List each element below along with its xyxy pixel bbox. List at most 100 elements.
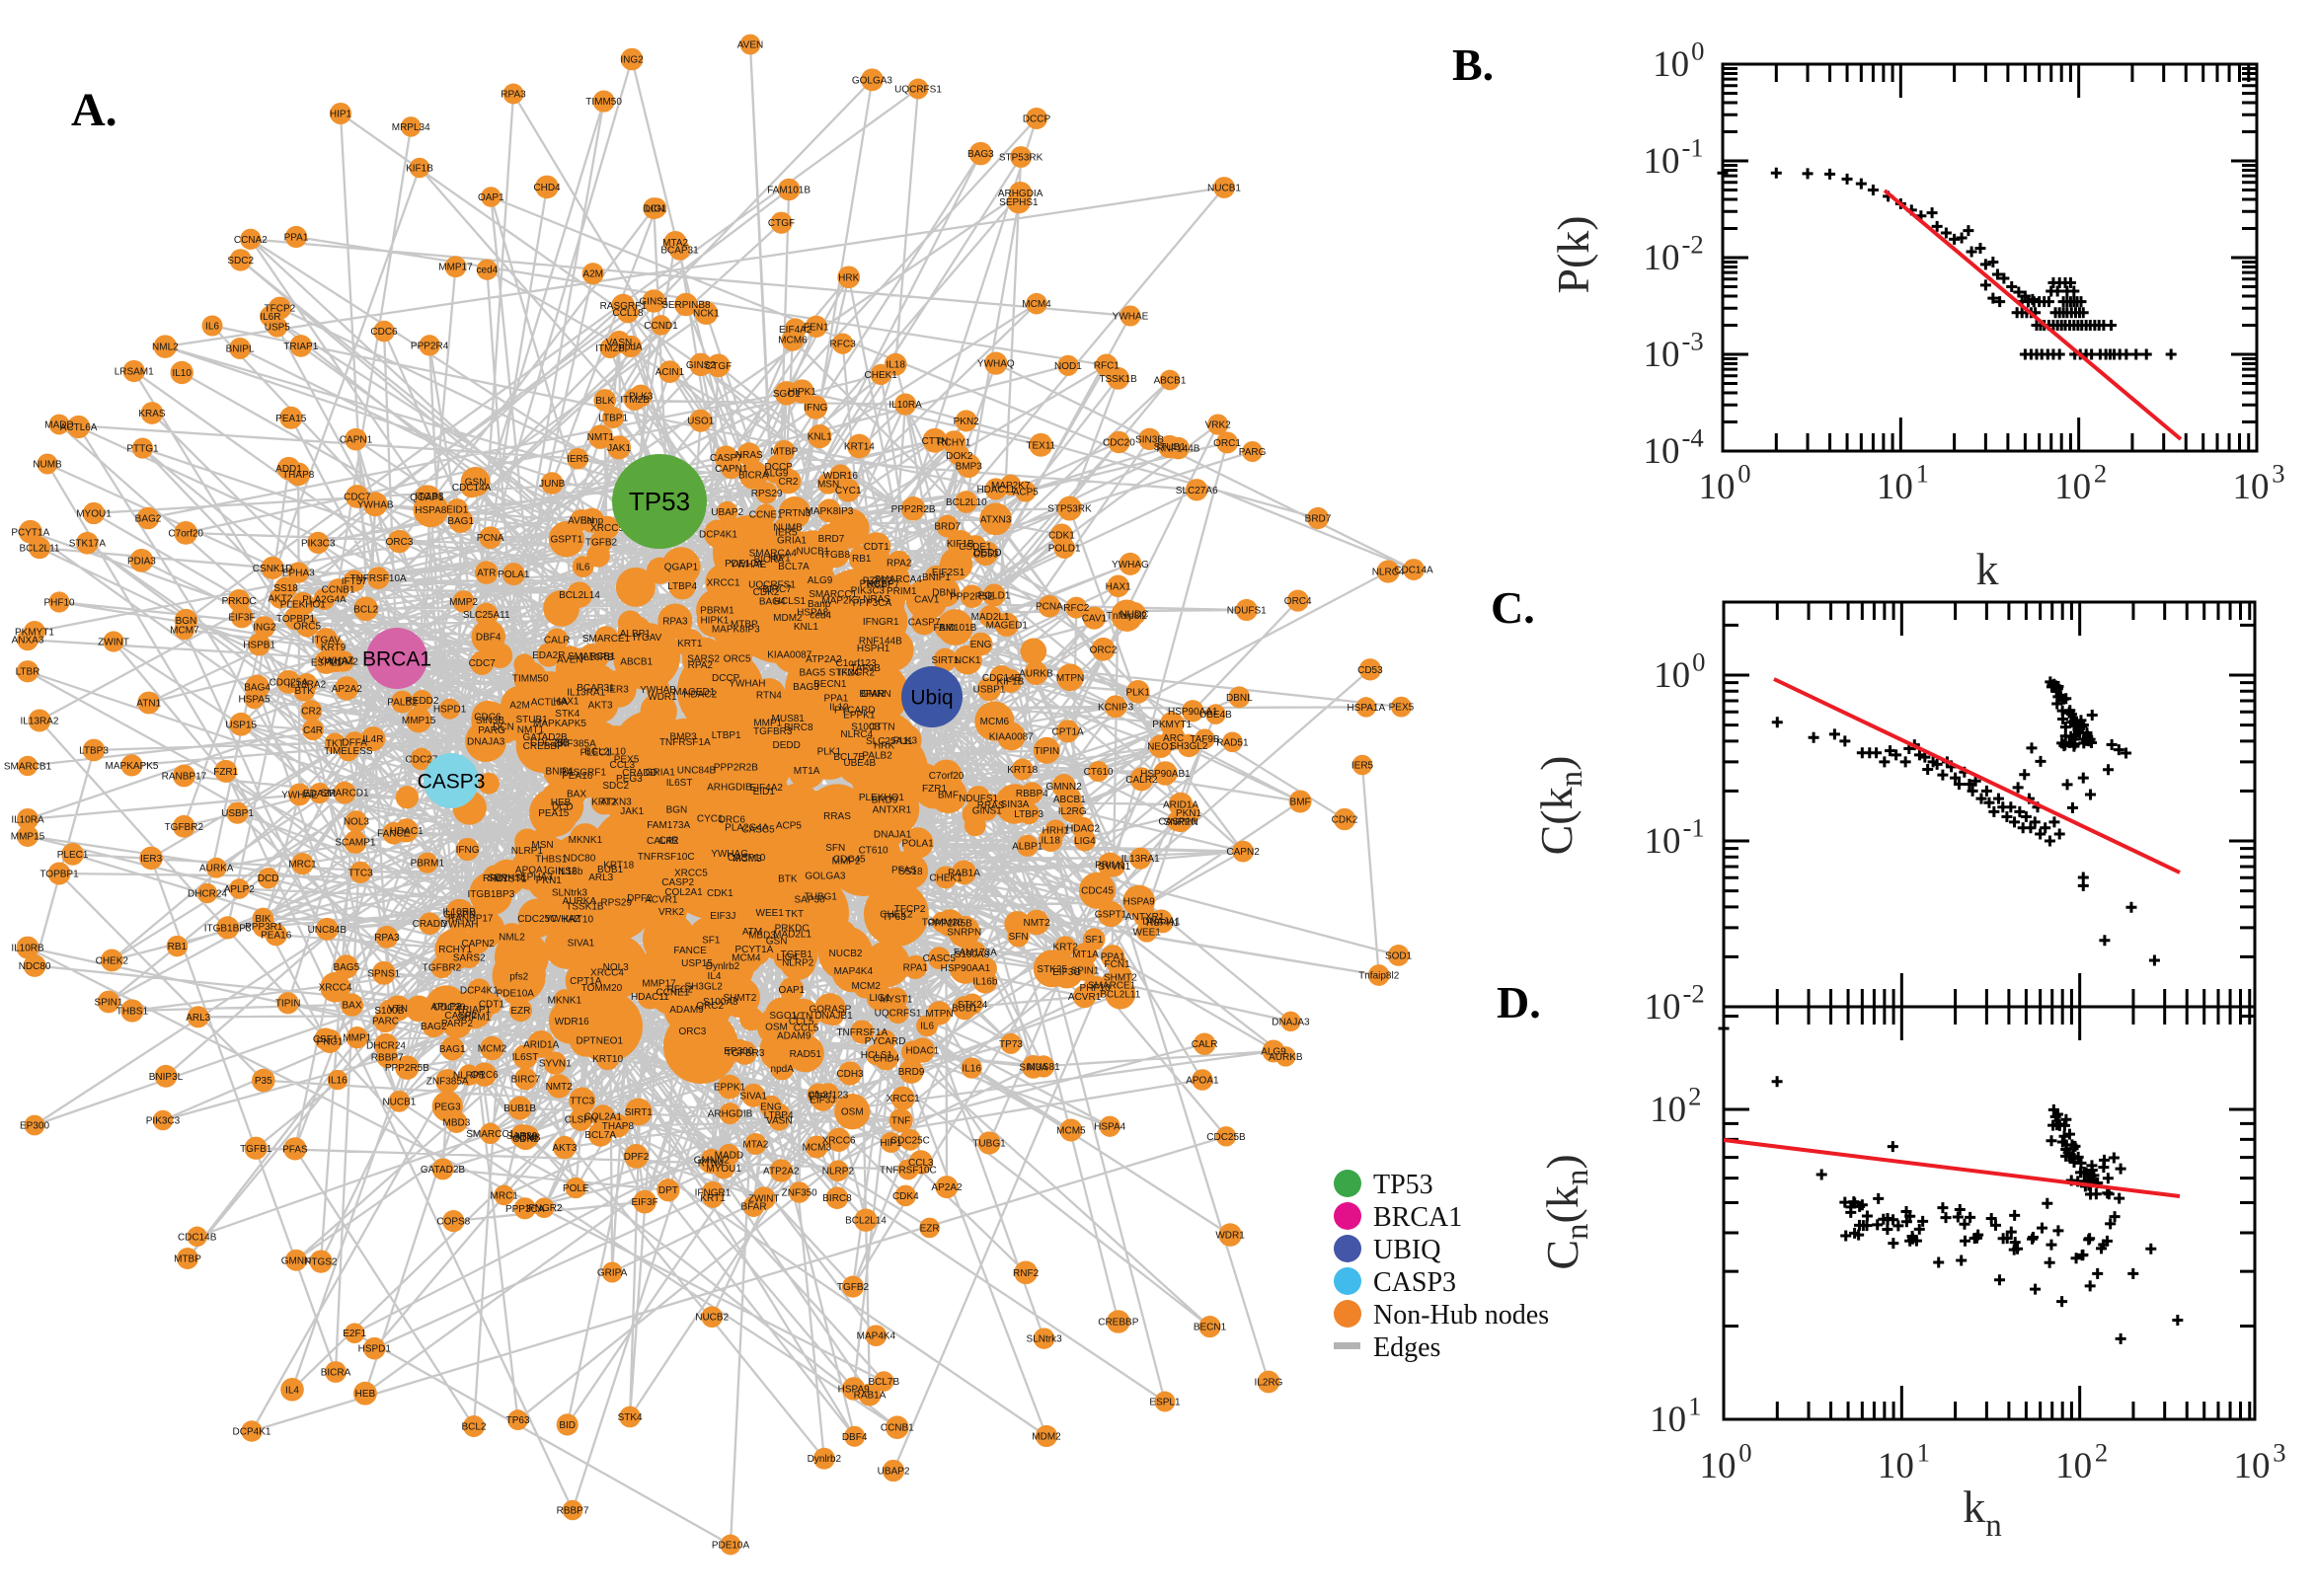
svg-text:CDC25B: CDC25B bbox=[530, 737, 570, 748]
svg-text:TP53: TP53 bbox=[629, 487, 690, 516]
svg-text:IL6ST: IL6ST bbox=[666, 778, 693, 789]
svg-text:MMP15: MMP15 bbox=[11, 832, 45, 843]
svg-text:CAV1: CAV1 bbox=[1082, 614, 1108, 625]
svg-text:STK4: STK4 bbox=[618, 1412, 643, 1423]
svg-text:VASN: VASN bbox=[606, 338, 633, 348]
svg-text:MMP1: MMP1 bbox=[753, 719, 782, 729]
svg-text:JUNB: JUNB bbox=[539, 479, 565, 490]
svg-text:DPF2: DPF2 bbox=[624, 1152, 650, 1163]
svg-text:LIG4: LIG4 bbox=[1074, 836, 1096, 847]
svg-text:BFAR: BFAR bbox=[859, 689, 885, 700]
svg-text:MAD2L1: MAD2L1 bbox=[971, 612, 1010, 623]
svg-text:RTN4: RTN4 bbox=[698, 1159, 724, 1170]
svg-text:CTTN: CTTN bbox=[869, 722, 895, 733]
svg-text:GINS2: GINS2 bbox=[547, 867, 577, 877]
svg-text:TNFRSF1A: TNFRSF1A bbox=[659, 737, 711, 748]
svg-text:CCNB1: CCNB1 bbox=[881, 1423, 914, 1434]
svg-text:TOPBP1: TOPBP1 bbox=[276, 614, 316, 625]
svg-text:HSPA4: HSPA4 bbox=[1094, 1122, 1125, 1133]
svg-text:PLK1: PLK1 bbox=[817, 746, 842, 757]
svg-text:A2M: A2M bbox=[509, 701, 530, 712]
svg-text:ACVR1: ACVR1 bbox=[1068, 992, 1102, 1003]
svg-text:YWHAG: YWHAG bbox=[1112, 560, 1149, 570]
svg-text:P(k): P(k) bbox=[1548, 215, 1598, 293]
svg-text:MDM2: MDM2 bbox=[773, 613, 803, 624]
svg-text:SLNtrk3: SLNtrk3 bbox=[552, 888, 588, 899]
svg-text:SGO1: SGO1 bbox=[773, 389, 801, 400]
svg-text:NUCB1: NUCB1 bbox=[796, 547, 829, 558]
svg-text:TGFB1: TGFB1 bbox=[240, 1144, 272, 1155]
svg-text:0: 0 bbox=[1738, 1437, 1751, 1467]
svg-text:CDC25A: CDC25A bbox=[270, 677, 309, 688]
svg-text:ORC1: ORC1 bbox=[1213, 438, 1241, 449]
svg-text:GRIA1: GRIA1 bbox=[777, 535, 807, 546]
svg-text:SIN3B: SIN3B bbox=[1135, 434, 1164, 445]
svg-text:ABCB1: ABCB1 bbox=[620, 656, 653, 667]
svg-text:KRT9: KRT9 bbox=[321, 643, 347, 653]
svg-text:PPA1: PPA1 bbox=[1101, 952, 1125, 963]
svg-text:CALR2: CALR2 bbox=[647, 836, 679, 847]
svg-text:BAG3: BAG3 bbox=[967, 149, 994, 160]
svg-text:IL6R: IL6R bbox=[260, 312, 280, 323]
svg-text:AVEN: AVEN bbox=[737, 40, 764, 51]
svg-text:TOPBP1: TOPBP1 bbox=[39, 870, 79, 880]
svg-text:RANBP17: RANBP17 bbox=[448, 914, 494, 925]
svg-text:ACIN1: ACIN1 bbox=[656, 367, 685, 378]
svg-text:SHFM1: SHFM1 bbox=[457, 1012, 491, 1023]
svg-text:XRCC4: XRCC4 bbox=[590, 967, 624, 978]
svg-text:CT610: CT610 bbox=[859, 845, 888, 856]
svg-text:NLRC4: NLRC4 bbox=[840, 729, 873, 740]
svg-text:MAGED1: MAGED1 bbox=[986, 620, 1029, 631]
svg-text:IL10RB: IL10RB bbox=[442, 907, 476, 918]
svg-text:MT1A: MT1A bbox=[1072, 950, 1099, 960]
svg-text:ACP5: ACP5 bbox=[1013, 487, 1040, 497]
svg-text:npdA: npdA bbox=[771, 1064, 795, 1075]
svg-text:ADAM9: ADAM9 bbox=[669, 1005, 704, 1016]
svg-text:SGO1: SGO1 bbox=[769, 1011, 797, 1022]
svg-text:HSPA1A: HSPA1A bbox=[1347, 703, 1385, 714]
svg-text:BRCA1: BRCA1 bbox=[1373, 1202, 1462, 1233]
svg-text:WDR1: WDR1 bbox=[648, 692, 677, 703]
svg-text:VTN: VTN bbox=[388, 1004, 408, 1015]
svg-text:PIK3C3: PIK3C3 bbox=[301, 538, 336, 549]
svg-text:ATM: ATM bbox=[514, 1132, 534, 1143]
svg-text:SAP30: SAP30 bbox=[506, 1131, 538, 1142]
svg-text:10: 10 bbox=[1877, 467, 1913, 507]
svg-text:-4: -4 bbox=[1682, 422, 1704, 452]
svg-text:NML2: NML2 bbox=[152, 342, 179, 353]
svg-text:Edges: Edges bbox=[1373, 1332, 1440, 1363]
svg-text:DCN: DCN bbox=[643, 204, 664, 215]
svg-text:IL2RG: IL2RG bbox=[1255, 1378, 1283, 1389]
svg-text:PARG: PARG bbox=[1239, 447, 1267, 458]
svg-text:NUMB: NUMB bbox=[773, 523, 803, 534]
svg-text:ANTXR1: ANTXR1 bbox=[873, 804, 912, 815]
svg-text:PKN2: PKN2 bbox=[954, 417, 980, 427]
svg-text:CDK2: CDK2 bbox=[512, 1134, 539, 1145]
svg-text:ITGB8: ITGB8 bbox=[821, 550, 850, 561]
svg-text:PKN1: PKN1 bbox=[1176, 808, 1202, 819]
svg-text:IL18: IL18 bbox=[1041, 835, 1060, 846]
svg-text:10: 10 bbox=[1653, 44, 1689, 85]
svg-text:SYVN1: SYVN1 bbox=[1098, 862, 1130, 873]
svg-text:NDC80: NDC80 bbox=[19, 961, 51, 972]
svg-text:TIMM50: TIMM50 bbox=[512, 674, 549, 685]
svg-text:IFNGR2: IFNGR2 bbox=[838, 668, 875, 679]
svg-text:MTBP: MTBP bbox=[771, 446, 799, 457]
svg-text:ARHGDIA: ARHGDIA bbox=[998, 189, 1043, 199]
svg-text:CDC27: CDC27 bbox=[406, 754, 438, 765]
svg-text:HSPH1: HSPH1 bbox=[1146, 918, 1180, 929]
svg-text:IER3: IER3 bbox=[607, 685, 630, 696]
svg-text:NLRP1: NLRP1 bbox=[511, 846, 544, 857]
svg-text:BUB1B: BUB1B bbox=[503, 1103, 536, 1114]
svg-text:Ubiq: Ubiq bbox=[910, 686, 953, 709]
svg-text:DHCR24: DHCR24 bbox=[366, 1041, 406, 1052]
svg-text:SNRPN: SNRPN bbox=[1164, 817, 1198, 828]
svg-text:CASP3: CASP3 bbox=[418, 770, 486, 793]
svg-text:POLA1: POLA1 bbox=[498, 570, 530, 580]
svg-text:HCLS1: HCLS1 bbox=[861, 1050, 893, 1061]
svg-text:IFNG: IFNG bbox=[456, 845, 480, 856]
svg-text:SIN3B: SIN3B bbox=[476, 716, 504, 726]
svg-text:BRD9: BRD9 bbox=[872, 795, 898, 805]
svg-text:PBRM1: PBRM1 bbox=[411, 859, 445, 870]
svg-text:PZP22: PZP22 bbox=[863, 575, 893, 586]
